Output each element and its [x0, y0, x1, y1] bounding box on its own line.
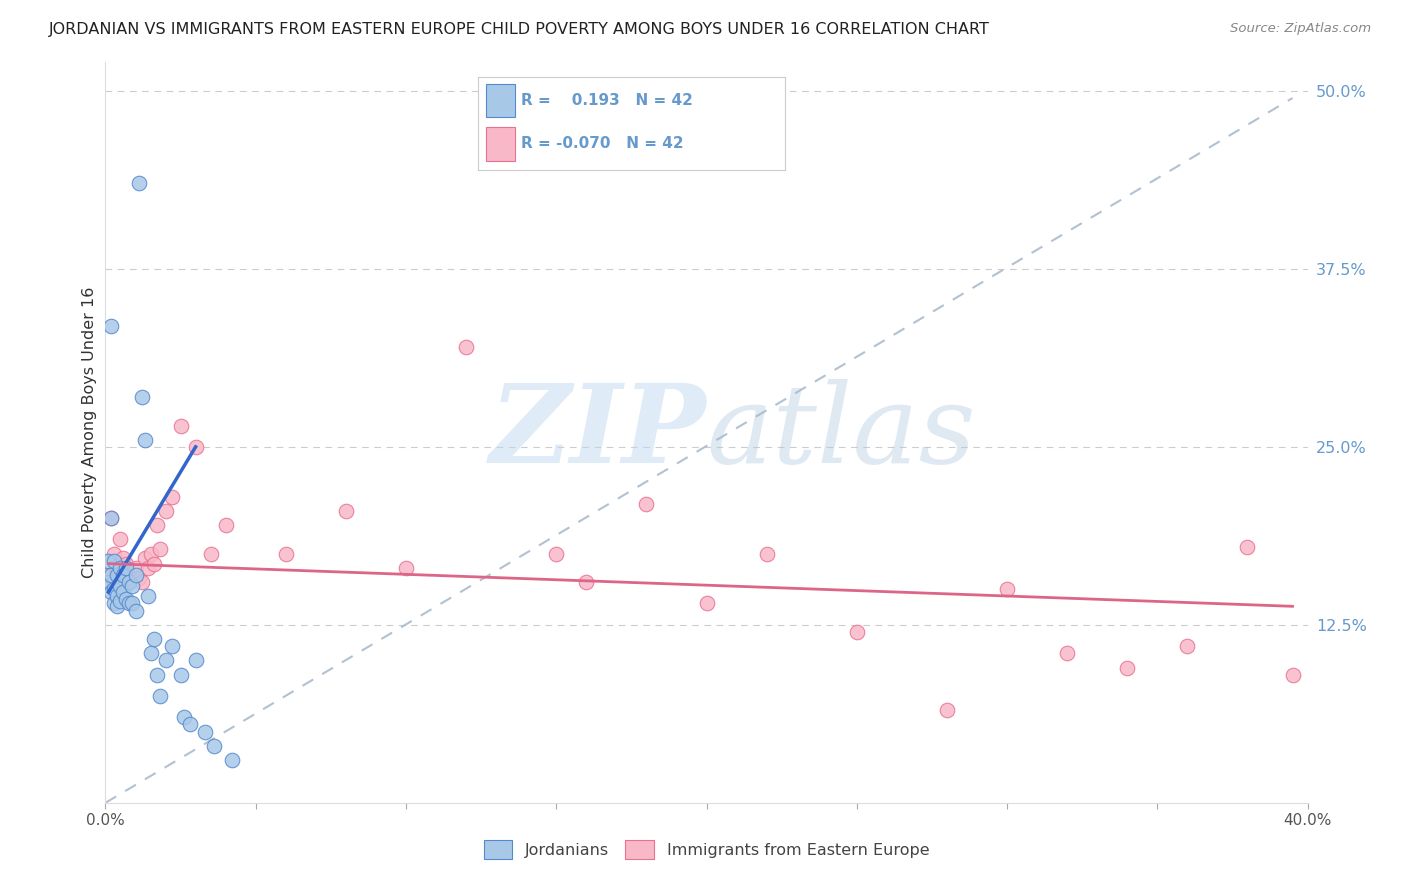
Point	[936, 703, 959, 717]
Point	[136, 590, 159, 604]
Point	[575, 575, 598, 590]
Point	[107, 568, 129, 582]
Point	[100, 585, 122, 599]
Text: JORDANIAN VS IMMIGRANTS FROM EASTERN EUROPE CHILD POVERTY AMONG BOYS UNDER 16 CO: JORDANIAN VS IMMIGRANTS FROM EASTERN EUR…	[49, 22, 990, 37]
Text: atlas: atlas	[707, 379, 976, 486]
Point	[155, 504, 177, 518]
Point	[221, 753, 243, 767]
Y-axis label: Child Poverty Among Boys Under 16: Child Poverty Among Boys Under 16	[82, 287, 97, 578]
Point	[148, 542, 170, 557]
Point	[1177, 639, 1199, 653]
Point	[97, 554, 120, 568]
Point	[546, 547, 568, 561]
Point	[124, 604, 146, 618]
Point	[107, 599, 129, 614]
Point	[456, 340, 478, 354]
Point	[97, 568, 120, 582]
Point	[139, 547, 162, 561]
Point	[115, 557, 138, 571]
Point	[100, 511, 122, 525]
Point	[110, 561, 132, 575]
Point	[112, 550, 135, 565]
Point	[636, 497, 658, 511]
Point	[145, 667, 167, 681]
Point	[121, 571, 143, 585]
Point	[103, 575, 125, 590]
Point	[110, 533, 132, 547]
Point	[107, 590, 129, 604]
Point	[155, 653, 177, 667]
Point	[1236, 540, 1258, 554]
Point	[142, 557, 165, 571]
Point	[121, 579, 143, 593]
Point	[110, 593, 132, 607]
Point	[200, 547, 222, 561]
Point	[131, 575, 153, 590]
Text: ZIP: ZIP	[489, 379, 707, 486]
Text: Source: ZipAtlas.com: Source: ZipAtlas.com	[1230, 22, 1371, 36]
Point	[274, 547, 297, 561]
Point	[1116, 660, 1139, 674]
Point	[995, 582, 1018, 597]
Point	[124, 568, 146, 582]
Point	[148, 689, 170, 703]
Point	[118, 575, 141, 590]
Point	[194, 724, 217, 739]
Point	[173, 710, 195, 724]
Point	[139, 646, 162, 660]
Point	[118, 575, 141, 590]
Point	[128, 177, 150, 191]
Point	[169, 418, 191, 433]
Point	[136, 561, 159, 575]
Point	[115, 561, 138, 575]
Point	[100, 511, 122, 525]
Point	[696, 597, 718, 611]
Point	[134, 550, 156, 565]
Point	[169, 667, 191, 681]
Point	[214, 518, 236, 533]
Point	[160, 490, 183, 504]
Point	[103, 547, 125, 561]
Point	[184, 653, 207, 667]
Point	[100, 568, 122, 582]
Point	[121, 597, 143, 611]
Point	[110, 579, 132, 593]
Point	[107, 561, 129, 575]
Point	[184, 440, 207, 454]
Point	[103, 597, 125, 611]
Point	[103, 582, 125, 597]
Point	[112, 585, 135, 599]
Point	[202, 739, 225, 753]
Point	[142, 632, 165, 646]
Point	[1281, 667, 1303, 681]
Point	[134, 433, 156, 447]
Point	[97, 575, 120, 590]
Point	[118, 597, 141, 611]
Point	[128, 571, 150, 585]
Point	[335, 504, 357, 518]
Legend: Jordanians, Immigrants from Eastern Europe: Jordanians, Immigrants from Eastern Euro…	[477, 834, 936, 865]
Point	[100, 318, 122, 333]
Point	[160, 639, 183, 653]
Point	[145, 518, 167, 533]
Point	[103, 554, 125, 568]
Point	[112, 568, 135, 582]
Point	[115, 592, 138, 607]
Point	[395, 561, 418, 575]
Point	[124, 561, 146, 575]
Point	[845, 624, 868, 639]
Point	[755, 547, 778, 561]
Point	[131, 390, 153, 404]
Point	[1056, 646, 1078, 660]
Point	[179, 717, 201, 731]
